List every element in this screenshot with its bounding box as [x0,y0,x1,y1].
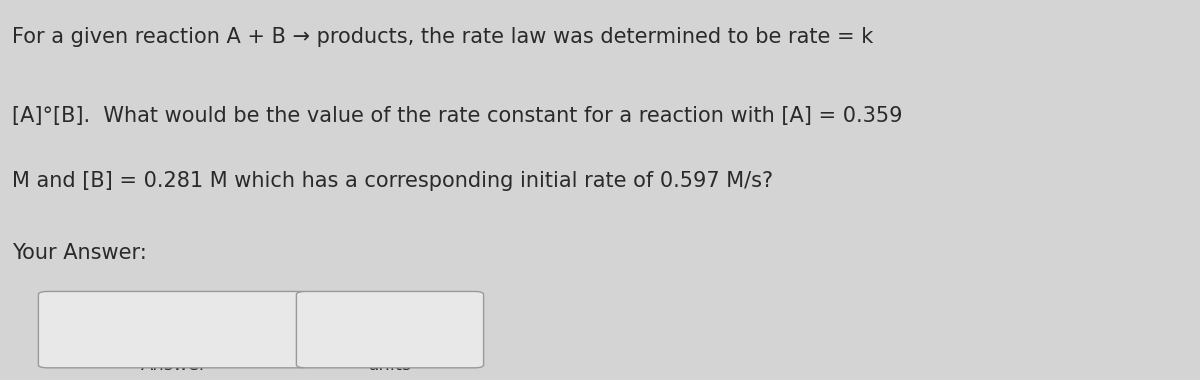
Text: For a given reaction A + B → products, the rate law was determined to be rate = : For a given reaction A + B → products, t… [12,27,874,47]
FancyBboxPatch shape [38,291,310,368]
FancyBboxPatch shape [296,291,484,368]
Text: Answer: Answer [140,356,208,374]
Text: units: units [368,356,412,374]
Text: [A]°[B].  What would be the value of the rate constant for a reaction with [A] =: [A]°[B]. What would be the value of the … [12,106,902,127]
Text: M and [B] = 0.281 M which has a corresponding initial rate of 0.597 M/s?: M and [B] = 0.281 M which has a correspo… [12,171,773,191]
Text: Your Answer:: Your Answer: [12,243,146,263]
